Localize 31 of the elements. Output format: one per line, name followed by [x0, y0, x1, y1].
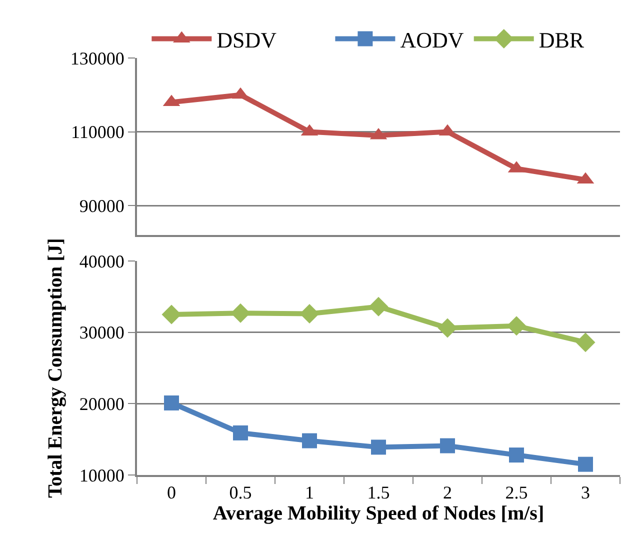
x-tick-label: 0 [167, 482, 176, 503]
y-tick-label: 30000 [79, 322, 124, 343]
point [162, 304, 182, 324]
y-tick-label: 40000 [79, 251, 124, 272]
y-tick-label: 130000 [70, 48, 124, 68]
x-tick-label: 2 [443, 482, 452, 503]
point [578, 456, 593, 472]
y-tick-label: 110000 [71, 122, 124, 142]
point [438, 318, 458, 338]
legend-label: DSDV [216, 27, 277, 52]
y-tick-label: 90000 [79, 196, 124, 216]
x-tick-label: 2.5 [505, 482, 528, 503]
x-tick-label: 1.5 [367, 482, 390, 503]
point [440, 438, 455, 454]
legend-label: AODV [400, 27, 464, 52]
x-tick-label: 3 [581, 482, 590, 503]
y-axis-title: Total Energy Consumption [J] [44, 238, 66, 498]
y-tick-label: 20000 [79, 394, 124, 414]
point [509, 448, 524, 463]
point [371, 440, 386, 455]
x-tick-label: 1 [305, 482, 314, 503]
x-tick-label: 0.5 [229, 482, 252, 503]
point [576, 332, 596, 352]
point [506, 316, 526, 336]
legend-label: DBR [538, 27, 584, 52]
point [164, 395, 179, 410]
point [302, 433, 317, 448]
point [233, 425, 248, 440]
x-axis-title: Average Mobility Speed of Nodes [m/s] [212, 502, 544, 525]
y-tick-label: 10000 [79, 465, 124, 486]
point [368, 296, 388, 316]
